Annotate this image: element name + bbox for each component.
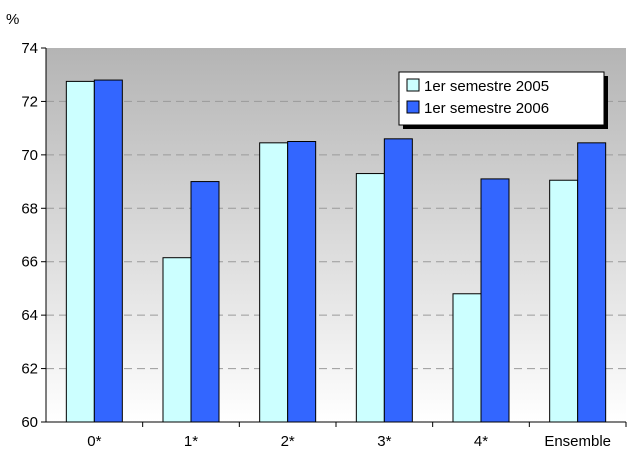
x-tick-label: 2* — [281, 433, 295, 450]
bar-2005 — [65, 80, 95, 423]
legend-label-2006: 1er semestre 2006 — [424, 100, 549, 117]
y-axis-unit-label: % — [6, 11, 19, 28]
bars — [65, 79, 607, 423]
legend-swatch-2006 — [406, 100, 420, 114]
y-tick-label: 64 — [21, 307, 38, 324]
y-tick-label: 68 — [21, 200, 38, 217]
y-tick-label: 62 — [21, 361, 38, 378]
y-tick-label: 66 — [21, 254, 38, 271]
legend-swatch-2005 — [406, 78, 420, 92]
bar-2006 — [577, 142, 607, 423]
legend-label-2005: 1er semestre 2005 — [424, 78, 549, 95]
bar-2006 — [480, 178, 510, 423]
bar-2006 — [383, 138, 413, 423]
bar-2005 — [549, 179, 579, 423]
x-tick-label: 0* — [87, 433, 101, 450]
bar-2005 — [355, 173, 385, 423]
y-tick-label: 72 — [21, 93, 38, 110]
legend-box — [398, 71, 605, 126]
x-axis-ticks: 0* 1* 2* 3* 4* Ensemble — [87, 422, 627, 450]
x-tick-label: Ensemble — [544, 433, 611, 450]
x-tick-label: 3* — [377, 433, 391, 450]
bar-2005 — [162, 257, 192, 423]
y-tick-label: 74 — [21, 40, 38, 57]
bar-2006 — [287, 141, 317, 423]
bar-2005 — [452, 293, 482, 423]
x-tick-label: 4* — [474, 433, 488, 450]
bar-2005 — [259, 142, 289, 423]
y-tick-label: 60 — [21, 414, 38, 431]
y-axis-ticks: 60 62 64 66 68 70 72 74 — [21, 40, 46, 431]
y-tick-label: 70 — [21, 147, 38, 164]
legend: 1er semestre 2005 1er semestre 2006 — [398, 71, 608, 129]
bar-2006 — [93, 79, 123, 423]
bar-2006 — [190, 181, 220, 423]
x-tick-label: 1* — [184, 433, 198, 450]
